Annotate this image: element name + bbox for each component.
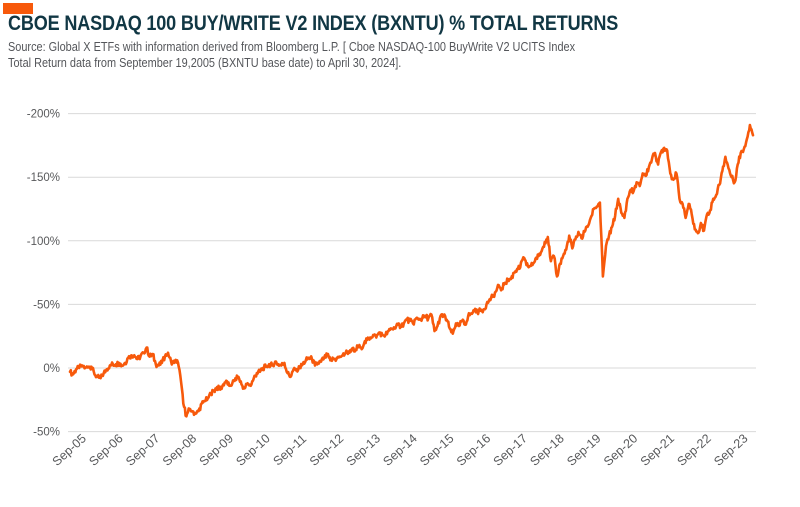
svg-text:Sep-18: Sep-18 xyxy=(527,431,566,468)
svg-text:Sep-14: Sep-14 xyxy=(380,431,419,468)
svg-text:Sep-16: Sep-16 xyxy=(454,431,493,468)
svg-text:Sep-08: Sep-08 xyxy=(160,431,199,468)
svg-text:Sep-09: Sep-09 xyxy=(197,431,236,468)
svg-text:Sep-19: Sep-19 xyxy=(564,431,603,468)
svg-text:Sep-13: Sep-13 xyxy=(344,431,383,468)
svg-text:Sep-15: Sep-15 xyxy=(417,431,456,468)
svg-text:Sep-17: Sep-17 xyxy=(491,431,530,468)
svg-text:-50%: -50% xyxy=(33,299,60,311)
chart-source: Source: Global X ETFs with information d… xyxy=(8,39,575,71)
chart-source-line1: Source: Global X ETFs with information d… xyxy=(8,39,576,54)
svg-text:Sep-10: Sep-10 xyxy=(233,431,272,468)
chart-title: CBOE NASDAQ 100 BUY/WRITE V2 INDEX (BXNT… xyxy=(8,12,619,35)
svg-text:-150%: -150% xyxy=(27,172,60,184)
svg-text:Sep-22: Sep-22 xyxy=(674,431,713,468)
svg-text:0%: 0% xyxy=(43,363,60,375)
svg-text:Sep-07: Sep-07 xyxy=(123,431,162,468)
svg-text:Sep-20: Sep-20 xyxy=(601,431,640,468)
svg-text:Sep-12: Sep-12 xyxy=(307,431,346,468)
chart-source-line2: Total Return data from September 19,2005… xyxy=(8,55,402,70)
accent-bar xyxy=(3,3,33,14)
svg-text:Sep-21: Sep-21 xyxy=(638,431,677,468)
svg-text:-50%: -50% xyxy=(33,427,60,439)
svg-text:Sep-23: Sep-23 xyxy=(711,431,750,468)
svg-text:-200%: -200% xyxy=(27,109,60,121)
svg-text:-100%: -100% xyxy=(27,236,60,248)
svg-text:Sep-11: Sep-11 xyxy=(271,432,310,469)
svg-text:Sep-06: Sep-06 xyxy=(86,431,125,468)
